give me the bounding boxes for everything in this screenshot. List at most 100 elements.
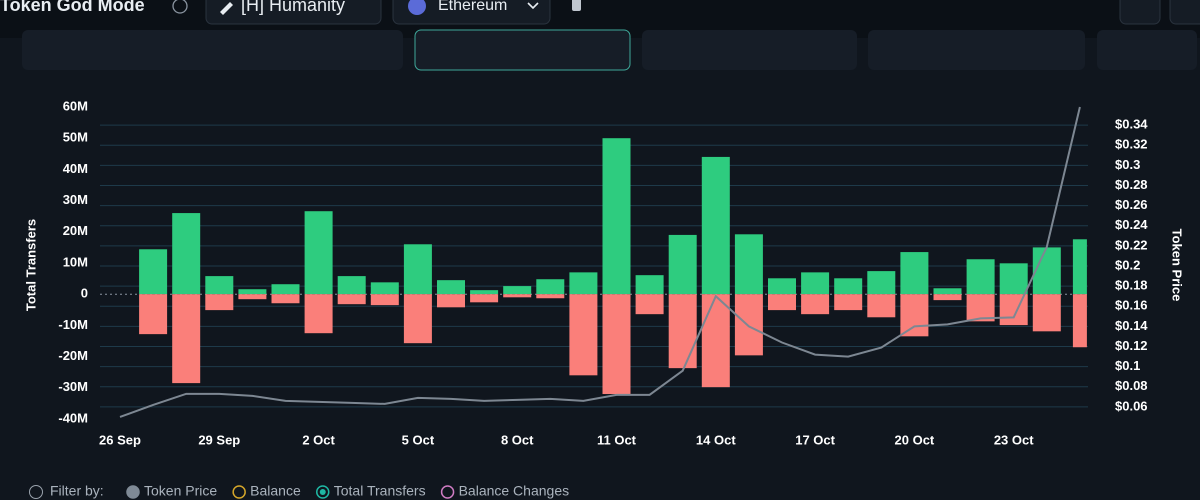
bar xyxy=(437,294,465,308)
network-selector[interactable] xyxy=(392,0,551,25)
bar xyxy=(701,156,730,295)
bar xyxy=(933,294,962,301)
bar xyxy=(403,294,432,344)
bar xyxy=(503,294,532,298)
x-tick-label: 14 Oct xyxy=(696,432,736,447)
watch-button[interactable] xyxy=(1119,0,1161,25)
x-tick-label: 17 Oct xyxy=(795,432,835,447)
stat-card xyxy=(414,29,631,71)
bar xyxy=(370,294,399,306)
page-title: Token God Mode xyxy=(0,0,145,15)
bar xyxy=(470,290,499,295)
y-tick-label: -20M xyxy=(58,348,88,363)
y2-tick-label: $0.34 xyxy=(1115,117,1148,132)
bar xyxy=(801,294,830,315)
bar xyxy=(238,294,267,300)
price-line xyxy=(119,106,1081,418)
bar xyxy=(337,294,366,305)
filter-item[interactable]: Total Transfers xyxy=(334,483,426,499)
bar xyxy=(238,289,267,295)
filter-dot-inner xyxy=(319,489,326,495)
bar xyxy=(668,234,697,295)
x-tick-label: 11 Oct xyxy=(597,432,637,447)
x-tick-label: 26 Sep xyxy=(99,432,141,447)
x-tick-label: 5 Oct xyxy=(402,432,435,447)
bar xyxy=(139,294,168,335)
bar xyxy=(999,263,1028,295)
y-tick-label: 10M xyxy=(63,254,88,269)
copy-icon[interactable] xyxy=(572,0,581,11)
y-tick-label: 20M xyxy=(63,223,88,238)
y2-tick-label: $0.14 xyxy=(1115,318,1148,333)
bar xyxy=(1072,294,1087,348)
x-tick-label: 2 Oct xyxy=(302,432,335,447)
filter-dot[interactable] xyxy=(126,485,140,499)
y-tick-label: -30M xyxy=(58,379,88,394)
y2-tick-label: $0.06 xyxy=(1115,398,1148,413)
bar xyxy=(734,294,763,356)
bar xyxy=(403,244,432,295)
network-name: Ethereum xyxy=(438,0,507,14)
bar xyxy=(966,294,995,322)
bar xyxy=(900,252,929,295)
bar xyxy=(1032,294,1061,332)
bar xyxy=(271,284,300,295)
bar xyxy=(635,275,664,295)
network-icon xyxy=(408,0,426,15)
bar xyxy=(768,278,796,295)
x-tick-label: 20 Oct xyxy=(895,432,935,447)
y2-tick-label: $0.16 xyxy=(1115,298,1148,313)
bar xyxy=(966,259,995,295)
y-tick-label: 50M xyxy=(63,130,88,145)
bar xyxy=(304,294,333,334)
filter-item[interactable]: Balance Changes xyxy=(459,483,570,499)
y2-tick-label: $0.08 xyxy=(1115,378,1148,393)
bar xyxy=(933,288,962,295)
stat-card xyxy=(642,30,857,70)
filter-dot[interactable] xyxy=(316,485,330,499)
bar xyxy=(536,294,565,299)
bar xyxy=(437,280,465,295)
y-tick-label: 30M xyxy=(63,192,88,207)
bar xyxy=(172,213,201,295)
bar xyxy=(205,294,234,311)
bar xyxy=(602,138,631,295)
y2-tick-label: $0.3 xyxy=(1115,157,1140,172)
bar xyxy=(1032,247,1061,295)
bar xyxy=(635,294,664,315)
chevron xyxy=(527,2,539,10)
bar xyxy=(139,249,168,295)
filter-item[interactable]: Balance xyxy=(250,483,301,499)
filter-dot[interactable] xyxy=(232,485,246,499)
info-icon xyxy=(29,485,43,499)
y-tick-label: -10M xyxy=(58,317,88,332)
y2-axis-title: Token Price xyxy=(1170,229,1185,302)
bar xyxy=(569,294,598,376)
bar xyxy=(768,294,796,311)
y2-tick-label: $0.32 xyxy=(1115,137,1148,152)
y-tick-label: 40M xyxy=(63,161,88,176)
stat-card xyxy=(22,30,403,70)
bar xyxy=(470,294,499,303)
filter-item[interactable]: Token Price xyxy=(144,483,217,499)
bar xyxy=(304,211,333,295)
stat-card xyxy=(1097,30,1197,70)
y2-tick-label: $0.18 xyxy=(1115,278,1148,293)
bar xyxy=(172,294,201,384)
info-icon[interactable] xyxy=(172,0,188,14)
filter-label: Filter by: xyxy=(50,483,104,499)
y2-tick-label: $0.24 xyxy=(1115,217,1148,232)
bar xyxy=(503,286,532,295)
bar xyxy=(900,294,929,337)
token-selector[interactable] xyxy=(205,0,382,25)
filter-dot[interactable] xyxy=(440,485,455,499)
filter-row: Filter by: Token Price Balance Total Trans… xyxy=(29,483,570,499)
pin-button[interactable] xyxy=(1169,0,1200,25)
x-tick-label: 29 Sep xyxy=(198,432,240,447)
chart: $0.06 $0.08 $0.1 $0.12 $0.14 $0.16 $0.18 $0.2 $0… xyxy=(58,98,1148,447)
token-name: [H] Humanity xyxy=(241,0,345,15)
y2-tick-label: $0.28 xyxy=(1115,177,1148,192)
bar xyxy=(271,294,300,304)
y-axis-title: Total Transfers xyxy=(23,219,38,311)
